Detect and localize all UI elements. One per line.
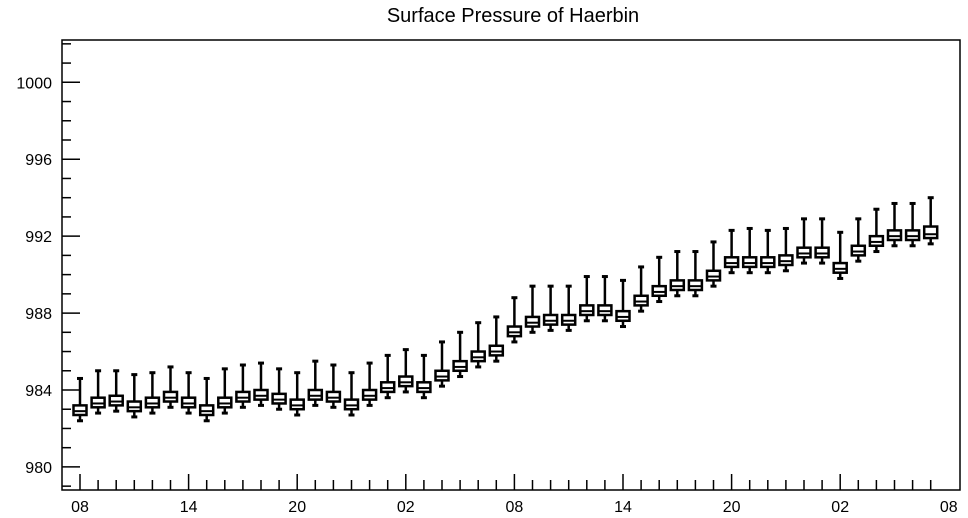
box-group xyxy=(343,371,360,417)
box-group xyxy=(760,228,776,275)
box-group xyxy=(651,255,667,304)
box-group xyxy=(162,365,179,409)
box-group xyxy=(416,353,432,400)
y-tick-label: 980 xyxy=(25,460,52,477)
box-group xyxy=(108,369,124,413)
x-tick-label: 14 xyxy=(180,499,198,516)
box-group xyxy=(687,250,704,298)
y-tick-label: 1000 xyxy=(16,75,52,92)
box-group xyxy=(488,315,505,363)
box-group xyxy=(452,330,468,379)
y-axis: 980 984 988 992 996 1000 xyxy=(16,43,80,487)
x-tick-label: 08 xyxy=(71,499,89,516)
box-group xyxy=(126,373,143,419)
plot-frame xyxy=(61,39,961,491)
box-group xyxy=(778,226,794,273)
box-group xyxy=(325,363,342,409)
box-group xyxy=(289,371,305,417)
box-group xyxy=(307,359,324,407)
box-group xyxy=(434,340,450,388)
x-tick-label: 14 xyxy=(614,499,632,516)
box-body xyxy=(922,225,939,240)
box-group xyxy=(868,207,885,254)
chart-title: Surface Pressure of Haerbin xyxy=(387,5,639,27)
box-group xyxy=(633,265,649,313)
y-tick-label: 984 xyxy=(25,383,52,400)
box-group xyxy=(90,369,106,415)
box-group xyxy=(579,275,595,323)
box-group xyxy=(886,201,903,248)
box-group xyxy=(361,361,378,407)
x-tick-label: 20 xyxy=(288,499,306,516)
box-group xyxy=(796,217,812,265)
box-group xyxy=(72,376,88,423)
box-group xyxy=(398,348,414,394)
box-group xyxy=(560,284,577,332)
box-group xyxy=(922,196,939,246)
box-group xyxy=(705,240,722,288)
x-tick-label: 08 xyxy=(506,499,524,516)
x-tick-label: 20 xyxy=(723,499,741,516)
box-group xyxy=(180,371,197,415)
box-group xyxy=(615,278,631,329)
box-group xyxy=(832,230,848,280)
box-group xyxy=(379,353,396,400)
box-group xyxy=(217,367,233,415)
box-group xyxy=(850,217,867,263)
box-group xyxy=(723,228,740,275)
x-tick-label: 02 xyxy=(831,499,849,516)
box-group xyxy=(814,217,830,265)
box-group xyxy=(271,367,287,411)
box-series xyxy=(72,196,939,423)
box-group xyxy=(144,371,161,415)
box-group xyxy=(235,363,251,409)
y-tick-label: 988 xyxy=(25,306,52,323)
box-group xyxy=(669,250,686,298)
box-group xyxy=(253,361,269,407)
x-tick-label: 02 xyxy=(397,499,415,516)
y-tick-label: 996 xyxy=(25,152,52,169)
x-axis: 08 14 20 02 08 14 20 02 08 xyxy=(71,474,958,516)
box-group xyxy=(597,275,613,323)
box-group xyxy=(524,284,541,334)
y-tick-label: 992 xyxy=(25,229,52,246)
x-tick-label: 08 xyxy=(940,499,958,516)
box-group xyxy=(470,321,486,369)
box-group xyxy=(542,284,559,332)
box-group xyxy=(741,226,758,275)
box-group xyxy=(904,201,921,248)
box-group xyxy=(506,296,523,344)
box-group xyxy=(198,376,215,423)
